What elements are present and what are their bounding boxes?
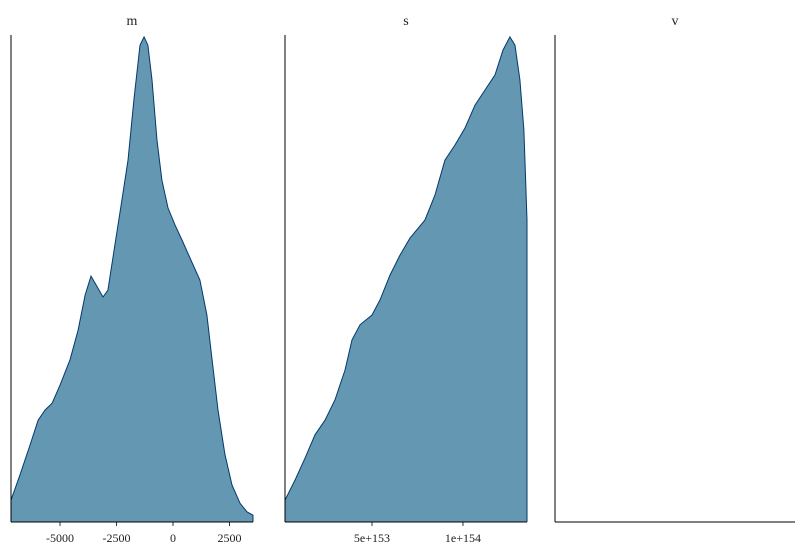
x-tick-label: 2500: [218, 531, 242, 545]
x-tick-label: 5e+153: [354, 531, 390, 545]
panel-title: m: [127, 14, 138, 29]
density-area: [11, 36, 253, 523]
density-line: [284, 35, 528, 522]
x-tick-label: 0: [170, 531, 176, 545]
panel-title: v: [672, 14, 679, 29]
panel-title: s: [403, 14, 408, 29]
x-tick-label: -2500: [103, 531, 131, 545]
x-tick-label: -5000: [46, 531, 74, 545]
density-area: [285, 36, 527, 523]
x-tick-label: 1e+154: [445, 531, 481, 545]
density-line: [10, 35, 254, 522]
